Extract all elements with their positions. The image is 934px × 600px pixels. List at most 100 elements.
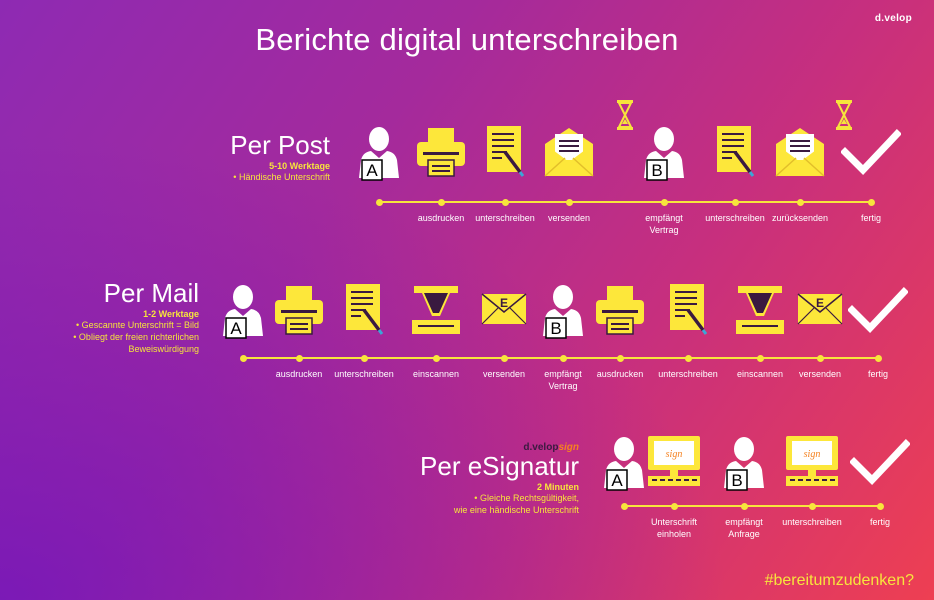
timeline-dot xyxy=(731,198,739,206)
svg-text:A: A xyxy=(611,471,623,490)
open-envelope-icon xyxy=(539,122,599,182)
section-time: 2 Minuten xyxy=(537,482,579,492)
section-esign-header: d.velopsign Per eSignatur 2 Minuten • Gl… xyxy=(420,442,579,516)
step-label: einscannen xyxy=(412,369,460,379)
step-label: ausdrucken xyxy=(417,213,465,223)
svg-text:sign: sign xyxy=(666,449,683,460)
timeline-dot xyxy=(559,354,567,362)
person-a-icon: A xyxy=(213,280,273,340)
svg-text:A: A xyxy=(230,319,242,338)
section-note: • Gescannte Unterschrift = Bild xyxy=(76,320,199,330)
person-b-icon: B xyxy=(533,280,593,340)
dvelop-sign-logo: d.velopsign xyxy=(420,442,579,453)
section-note: • Obliegt der freien richterlichen xyxy=(73,332,199,342)
hashtag: #bereitumzudenken? xyxy=(764,572,914,589)
brand-accent: sign xyxy=(558,442,579,453)
timeline-dot xyxy=(660,198,668,206)
hourglass-icon xyxy=(617,100,633,130)
signing-document-icon xyxy=(705,122,765,182)
timeline-dot xyxy=(620,502,628,510)
sign-monitor-icon: sign xyxy=(782,432,842,492)
svg-text:E: E xyxy=(500,296,508,310)
timeline-dot xyxy=(565,198,573,206)
timeline-dot xyxy=(616,354,624,362)
section-note: wie eine händische Unterschrift xyxy=(453,505,579,515)
timeline-dot xyxy=(796,198,804,206)
section-time: 5-10 Werktage xyxy=(269,161,330,171)
printer-icon xyxy=(269,280,329,340)
step-label: unterschreiben xyxy=(705,213,765,223)
section-time: 1-2 Werktage xyxy=(143,309,199,319)
section-mail-header: Per Mail 1-2 Werktage • Gescannte Unters… xyxy=(73,278,199,355)
svg-text:B: B xyxy=(731,471,742,490)
svg-text:sign: sign xyxy=(804,449,821,460)
timeline-dot xyxy=(740,502,748,510)
timeline-dot xyxy=(876,502,884,510)
step-label: unterschreiben xyxy=(782,517,842,527)
svg-text:B: B xyxy=(550,319,561,338)
step-label: zurücksenden xyxy=(771,213,829,223)
section-note: Beweiswürdigung xyxy=(128,344,199,354)
checkmark-icon xyxy=(850,432,910,492)
step-label: empfängt Vertrag xyxy=(645,213,683,235)
section-note: • Händische Unterschrift xyxy=(233,172,330,182)
step-label: fertig xyxy=(860,213,881,223)
email-envelope-icon: E xyxy=(790,280,850,340)
timeline-dot xyxy=(816,354,824,362)
dvelop-logo: d.velop xyxy=(874,13,912,24)
step-label: unterschreiben xyxy=(475,213,535,223)
timeline-dot xyxy=(432,354,440,362)
hourglass-icon xyxy=(836,100,852,130)
section-note: • Gleiche Rechtsgültigkeit, xyxy=(474,493,579,503)
scanner-icon xyxy=(730,280,790,340)
timeline-dot xyxy=(670,502,678,510)
timeline-dot xyxy=(867,198,875,206)
step-label: fertig xyxy=(869,517,890,527)
open-envelope-icon xyxy=(770,122,830,182)
svg-text:B: B xyxy=(651,161,662,180)
page-title: Berichte digital unterschreiben xyxy=(255,22,679,57)
person-a-icon: A xyxy=(349,122,409,182)
checkmark-icon xyxy=(848,280,908,340)
signing-document-icon xyxy=(334,280,394,340)
step-label: versenden xyxy=(547,213,591,223)
step-label: unterschreiben xyxy=(334,369,394,379)
signing-document-icon xyxy=(475,122,535,182)
section-title: Per Post xyxy=(230,130,330,160)
brand-main: d.velop xyxy=(523,442,559,453)
timeline-dot xyxy=(360,354,368,362)
svg-text:A: A xyxy=(366,161,378,180)
sign-monitor-icon: sign xyxy=(644,432,704,492)
timeline-dot xyxy=(808,502,816,510)
step-label: ausdrucken xyxy=(275,369,323,379)
section-post-header: Per Post 5-10 Werktage • Händische Unter… xyxy=(230,130,330,183)
person-b-icon: B xyxy=(714,432,774,492)
email-envelope-icon: E xyxy=(474,280,534,340)
timeline-dot xyxy=(375,198,383,206)
person-b-icon: B xyxy=(634,122,694,182)
step-label: fertig xyxy=(867,369,888,379)
step-label: Unterschrift einholen xyxy=(650,517,697,539)
section-title: Per eSignatur xyxy=(420,451,579,481)
step-label: versenden xyxy=(798,369,842,379)
timeline-dot xyxy=(437,198,445,206)
step-label: ausdrucken xyxy=(596,369,644,379)
step-label: versenden xyxy=(482,369,526,379)
step-label: einscannen xyxy=(736,369,784,379)
svg-text:E: E xyxy=(816,296,824,310)
step-label: empfängt Anfrage xyxy=(725,517,763,539)
timeline-dot xyxy=(295,354,303,362)
timeline-dot xyxy=(684,354,692,362)
scanner-icon xyxy=(406,280,466,340)
signing-document-icon xyxy=(658,280,718,340)
section-title: Per Mail xyxy=(103,278,199,308)
step-label: empfängt Vertrag xyxy=(544,369,582,391)
timeline-dot xyxy=(500,354,508,362)
person-a-icon: A xyxy=(594,432,654,492)
printer-icon xyxy=(590,280,650,340)
timeline-esign xyxy=(624,505,880,507)
timeline-dot xyxy=(239,354,247,362)
timeline-dot xyxy=(874,354,882,362)
timeline-post xyxy=(378,201,871,203)
checkmark-icon xyxy=(841,122,901,182)
